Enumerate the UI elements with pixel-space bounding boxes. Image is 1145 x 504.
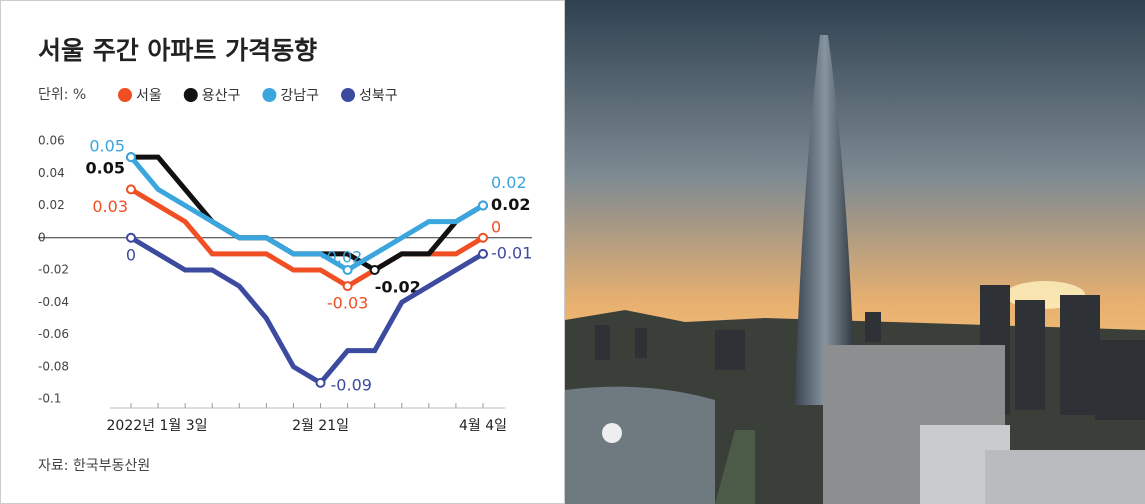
data-label: 0	[491, 217, 501, 236]
legend-label: 용산구	[202, 88, 241, 104]
data-label: 0.03	[92, 197, 128, 216]
data-label: -0.09	[331, 375, 372, 394]
y-tick-label: 0.04	[38, 166, 65, 180]
y-tick-label: -0.08	[38, 359, 69, 373]
lake	[565, 386, 715, 504]
tower	[795, 35, 855, 405]
point	[478, 232, 488, 243]
photo	[565, 0, 1145, 504]
chart: 서울 주간 아파트 가격동향 단위: % 자료: 한국부동산원 서울 용산구 강남구…	[0, 0, 565, 504]
data-label: 0.02	[491, 195, 530, 214]
y-tick-label: 0.06	[38, 134, 65, 148]
data-label: -0.02	[375, 278, 421, 297]
point	[478, 200, 488, 211]
point	[369, 265, 380, 275]
point	[126, 184, 136, 195]
y-tick-label: -0.04	[38, 295, 69, 309]
legend-label: 강남구	[280, 88, 319, 104]
point	[478, 248, 488, 259]
legend-marker	[341, 88, 356, 102]
legend-marker	[262, 88, 277, 102]
y-tick-label: 0.02	[38, 198, 65, 212]
x-tick-label: 2월 21일	[292, 418, 349, 434]
point	[315, 377, 326, 388]
y-tick-label: -0.02	[38, 263, 69, 277]
data-label: -0.01	[491, 243, 532, 262]
y-tick-label: -0.1	[38, 392, 61, 406]
data-label: 0.05	[89, 137, 125, 156]
x-tick-label: 2022년 1월 3일	[107, 418, 208, 434]
point	[342, 265, 353, 275]
legend-label: 성북구	[359, 88, 398, 104]
data-label: 0.02	[491, 173, 527, 192]
x-tick-label: 4월 4일	[459, 418, 507, 434]
source: 자료: 한국부동산원	[38, 458, 150, 474]
point	[126, 152, 136, 163]
data-label: 0.05	[86, 159, 125, 178]
line	[129, 155, 485, 273]
point	[126, 232, 136, 243]
building	[985, 450, 1145, 504]
legend-marker	[183, 88, 198, 102]
line	[129, 235, 485, 387]
chart-title: 서울 주간 아파트 가격동향	[38, 36, 317, 65]
data-label: -0.03	[327, 294, 368, 313]
park	[715, 430, 755, 504]
data-label: -0.02	[321, 248, 362, 267]
legend-marker	[118, 88, 132, 102]
point	[342, 281, 353, 292]
dome	[602, 423, 622, 443]
chart-frame	[0, 0, 565, 504]
legend-label: 서울	[136, 88, 162, 104]
y-tick-label: -0.06	[38, 327, 69, 341]
unit-label: 단위: %	[38, 87, 86, 103]
data-label: 0	[126, 245, 136, 264]
